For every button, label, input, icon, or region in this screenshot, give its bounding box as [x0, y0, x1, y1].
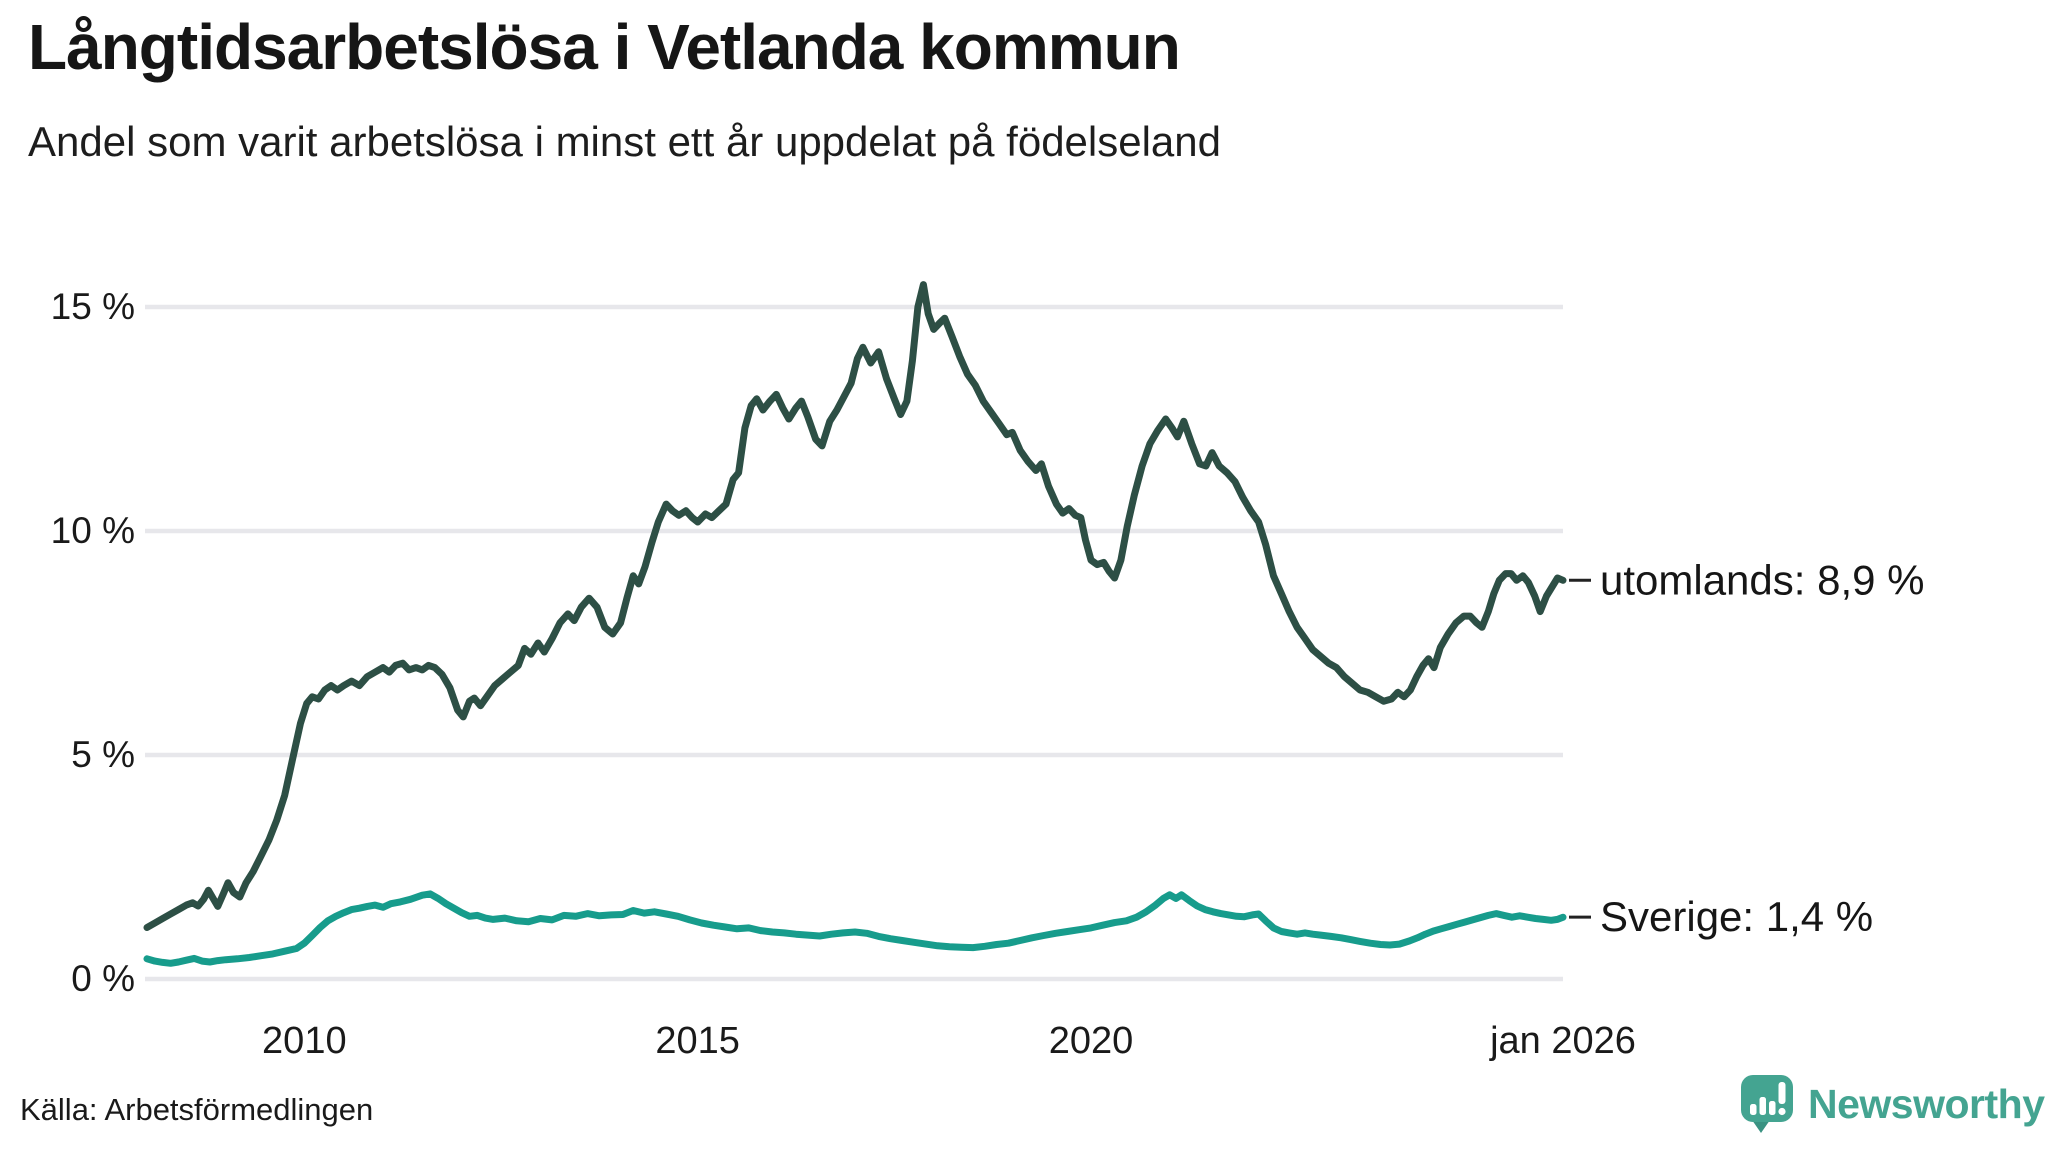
x-axis-tick-label: 2010 [262, 1020, 347, 1062]
brand-name: Newsworthy [1808, 1080, 2045, 1127]
brand-logo: Newsworthy [1738, 1072, 2045, 1136]
y-axis-tick-label: 15 % [51, 286, 135, 327]
x-axis-tick-label: 2015 [655, 1020, 740, 1062]
x-axis-tick-label: 2020 [1049, 1020, 1134, 1062]
page-title: Långtidsarbetslösa i Vetlanda kommun [28, 11, 1181, 83]
series-endpoint-label-sverige: Sverige: 1,4 % [1600, 893, 1873, 940]
page-subtitle: Andel som varit arbetslösa i minst ett å… [28, 118, 1222, 165]
y-axis-tick-label: 5 % [71, 734, 135, 775]
series-line-sverige [143, 890, 1567, 967]
y-axis-tick-label: 0 % [71, 958, 135, 999]
y-axis-tick-label: 10 % [51, 510, 135, 551]
newsworthy-icon [1738, 1073, 1796, 1135]
series-line-utomlands [143, 281, 1567, 931]
source-credit: Källa: Arbetsförmedlingen [20, 1092, 374, 1127]
x-axis-tick-label: jan 2026 [1489, 1020, 1636, 1062]
series-endpoint-label-utomlands: utomlands: 8,9 % [1600, 556, 1925, 603]
